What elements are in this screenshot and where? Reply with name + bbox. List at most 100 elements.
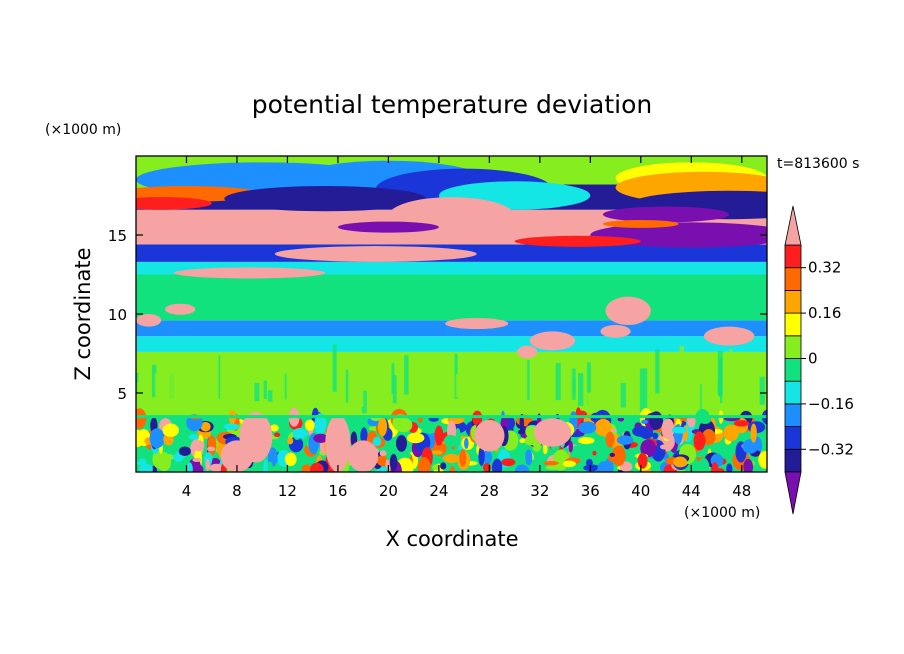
turbulence-cell <box>660 444 670 450</box>
streak <box>687 373 691 409</box>
streak <box>747 366 750 402</box>
mid-patch-5 <box>703 326 755 346</box>
turbulence-cell <box>611 445 626 466</box>
x-tick-label-6: 28 <box>480 482 499 500</box>
turbulence-cell <box>464 437 469 450</box>
x-unit-label: (×1000 m) <box>684 505 760 521</box>
x-tick-label-11: 48 <box>732 482 751 500</box>
streak <box>679 345 685 392</box>
streak <box>349 356 352 399</box>
turbulence-cell <box>287 437 294 445</box>
pink-lower-b <box>173 267 326 279</box>
y-tick-label-1: 10 <box>108 306 127 324</box>
field-band-2 <box>136 336 767 352</box>
turbulence-cell <box>304 419 315 431</box>
turbulence-cell <box>594 418 612 437</box>
colorbar-swatch-9 <box>784 244 802 269</box>
streak <box>570 368 576 400</box>
turbulence-cell <box>609 452 615 457</box>
colorbar-swatch-4 <box>784 358 802 382</box>
streak <box>577 373 584 406</box>
streak <box>359 389 364 407</box>
turbulence-cell <box>501 458 516 467</box>
x-tick-label-9: 40 <box>631 482 650 500</box>
turbulence-cell <box>200 421 211 432</box>
streak <box>417 376 422 412</box>
turbulence-cell <box>360 427 368 445</box>
streak <box>439 379 443 392</box>
turbulence-cell <box>641 419 649 424</box>
turbulence-cell <box>442 455 451 461</box>
orange-streak <box>602 219 679 228</box>
turbulence-cell <box>432 464 440 471</box>
bl-top <box>136 415 767 419</box>
streak <box>643 368 648 413</box>
streak <box>404 355 409 395</box>
turbulence-cell <box>392 414 409 432</box>
y-axis: 5 10 15 <box>108 227 767 403</box>
streak <box>719 358 723 397</box>
streak <box>141 355 145 401</box>
turbulence-cell <box>273 432 281 438</box>
x-tick-label-3: 16 <box>328 482 347 500</box>
upper-red-edge <box>136 197 212 210</box>
streak <box>472 369 477 408</box>
turbulence-cell <box>459 449 467 467</box>
turbulence-cell <box>733 420 750 427</box>
streak <box>573 377 576 394</box>
colorbar-label-3: −0.16 <box>808 395 854 413</box>
streak <box>677 374 681 396</box>
turbulence-cell <box>188 434 199 440</box>
field-band-1 <box>136 351 767 416</box>
mid-patch-3 <box>600 325 631 338</box>
turbulence-cell <box>309 462 324 472</box>
streak <box>533 363 538 405</box>
turbulence-cell <box>673 456 688 468</box>
turbulence-cell <box>514 464 530 472</box>
streak <box>599 370 603 408</box>
turbulence-cell <box>267 461 273 472</box>
streak <box>143 374 148 392</box>
x-axis: 4 8 12 16 20 24 28 32 36 40 44 48 <box>182 156 751 500</box>
streak <box>587 362 591 393</box>
turbulence-cell <box>632 425 650 437</box>
turbulence-cell <box>583 464 600 472</box>
mid-patch-0 <box>165 303 196 315</box>
streak <box>151 364 157 398</box>
streak <box>487 351 492 397</box>
turbulence-cell <box>223 423 240 430</box>
bl-pink-1 <box>325 415 351 472</box>
streak <box>527 359 530 401</box>
streak <box>601 353 605 393</box>
mid-patch-2 <box>605 296 651 326</box>
upper-navy <box>224 186 427 212</box>
streak <box>729 348 733 395</box>
turbulence-cell <box>519 438 526 444</box>
turbulence-cell <box>378 416 388 437</box>
streak <box>734 380 737 393</box>
colorbar-swatch-7 <box>784 289 802 314</box>
turbulence-cell <box>524 435 536 446</box>
streak <box>700 384 702 413</box>
turbulence-cell <box>313 433 329 443</box>
turbulence-cell <box>637 452 648 469</box>
x-axis-title: X coordinate <box>385 527 518 551</box>
turbulence-cell <box>568 440 573 453</box>
turbulence-cell <box>269 424 279 432</box>
turbulence-cell <box>597 461 610 472</box>
turbulence-cell <box>379 450 387 457</box>
turbulence-cell <box>649 411 664 430</box>
streak <box>284 373 287 400</box>
streak <box>345 369 349 403</box>
turbulence-cell <box>417 456 431 472</box>
x-tick-label-10: 44 <box>682 482 701 500</box>
turbulence-cell <box>152 449 167 469</box>
colorbar-label-2: 0 <box>808 350 818 368</box>
mid-patch-6 <box>517 345 538 359</box>
turbulence-cell <box>605 431 615 448</box>
turbulence-cell <box>434 425 444 446</box>
colorbar-swatch-2 <box>784 403 802 427</box>
turbulence-cell <box>562 460 576 468</box>
turbulence-cell <box>723 424 739 442</box>
streak <box>332 344 337 392</box>
